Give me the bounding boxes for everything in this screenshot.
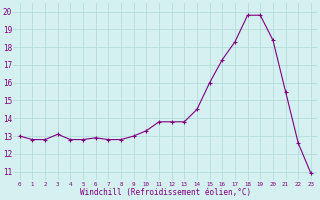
X-axis label: Windchill (Refroidissement éolien,°C): Windchill (Refroidissement éolien,°C)	[80, 188, 251, 197]
